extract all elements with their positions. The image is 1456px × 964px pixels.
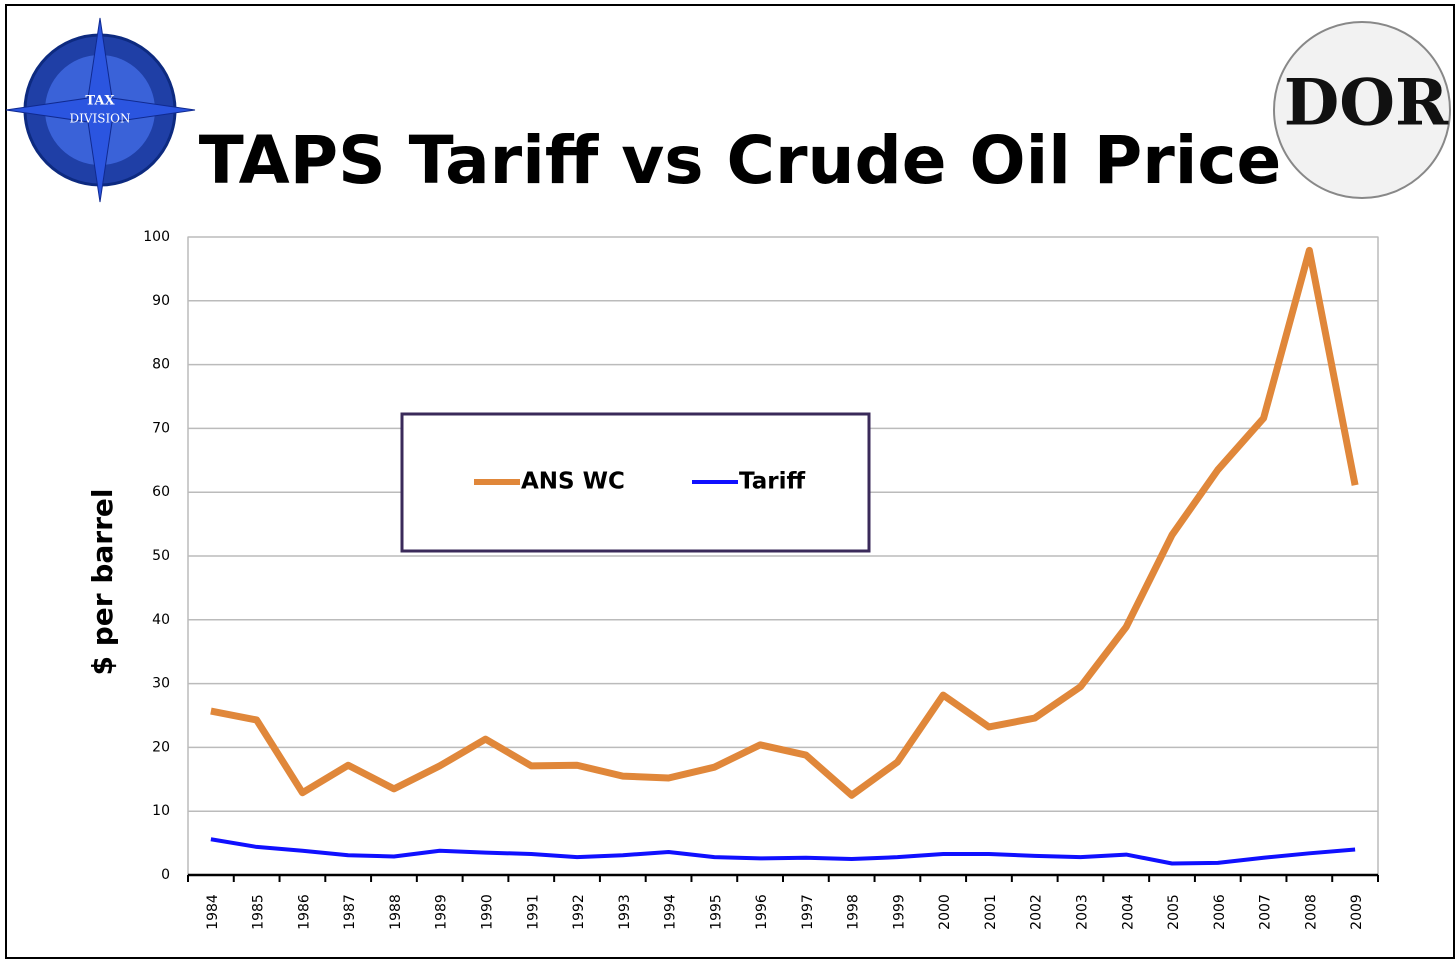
x-tick-label: 1997 bbox=[800, 894, 816, 930]
series-line bbox=[210, 837, 1356, 866]
x-tick-label: 1989 bbox=[434, 894, 450, 930]
x-tick-label: 2001 bbox=[983, 894, 999, 930]
x-tick-label: 2008 bbox=[1303, 894, 1319, 930]
series-line bbox=[210, 246, 1359, 799]
logo-text: DIVISION bbox=[69, 112, 130, 126]
x-tick-label: 1986 bbox=[296, 894, 312, 930]
y-tick-label: 40 bbox=[152, 612, 170, 628]
dor-logo: DOR bbox=[1273, 21, 1451, 199]
x-tick-label: 1993 bbox=[617, 894, 633, 930]
y-tick-label: 30 bbox=[152, 676, 170, 692]
x-tick-label: 1995 bbox=[708, 894, 724, 930]
seal-logo: TAX DIVISION bbox=[5, 17, 196, 203]
legend-label: ANS WC bbox=[521, 469, 625, 495]
frame bbox=[5, 4, 1455, 959]
x-tick-label: 1998 bbox=[846, 894, 862, 930]
logo-text: TAX bbox=[85, 94, 115, 109]
x-tick-label: 1984 bbox=[205, 894, 221, 930]
x-tick-label: 1987 bbox=[342, 894, 358, 930]
y-tick-label: 10 bbox=[152, 803, 170, 819]
y-tick-label: 60 bbox=[152, 484, 170, 500]
x-tick-label: 1985 bbox=[251, 894, 267, 930]
x-tick-label: 2006 bbox=[1212, 894, 1228, 930]
y-tick-label: 50 bbox=[152, 548, 170, 564]
x-tick-label: 1996 bbox=[754, 894, 770, 930]
x-tick-label: 2000 bbox=[937, 894, 953, 930]
x-tick-label: 1994 bbox=[663, 894, 679, 930]
y-tick-label: 0 bbox=[161, 867, 170, 883]
logo-text: DOR bbox=[1284, 66, 1449, 141]
x-tick-label: 2002 bbox=[1029, 894, 1045, 930]
y-axis-label: $ per barrel bbox=[86, 489, 119, 676]
chart-title: TAPS Tariff vs Crude Oil Price bbox=[199, 122, 1282, 199]
x-tick-label: 1999 bbox=[891, 894, 907, 930]
x-tick-label: 2007 bbox=[1258, 894, 1274, 930]
x-tick-label: 1990 bbox=[480, 894, 496, 930]
legend: ANS WC Tariff bbox=[400, 412, 871, 553]
x-tick-label: 1988 bbox=[388, 894, 404, 930]
legend-label: Tariff bbox=[739, 469, 805, 495]
y-tick-label: 80 bbox=[152, 357, 170, 373]
x-tick-label: 1991 bbox=[525, 894, 541, 930]
x-tick-label: 2003 bbox=[1075, 894, 1091, 930]
x-tick-label: 1992 bbox=[571, 894, 587, 930]
x-tick-label: 2004 bbox=[1120, 894, 1136, 930]
y-tick-label: 90 bbox=[152, 293, 170, 309]
x-tick-label: 2005 bbox=[1166, 894, 1182, 930]
y-tick-label: 20 bbox=[152, 739, 170, 755]
y-tick-label: 100 bbox=[143, 229, 170, 245]
x-tick-label: 2009 bbox=[1349, 894, 1365, 930]
y-tick-label: 70 bbox=[152, 420, 170, 436]
